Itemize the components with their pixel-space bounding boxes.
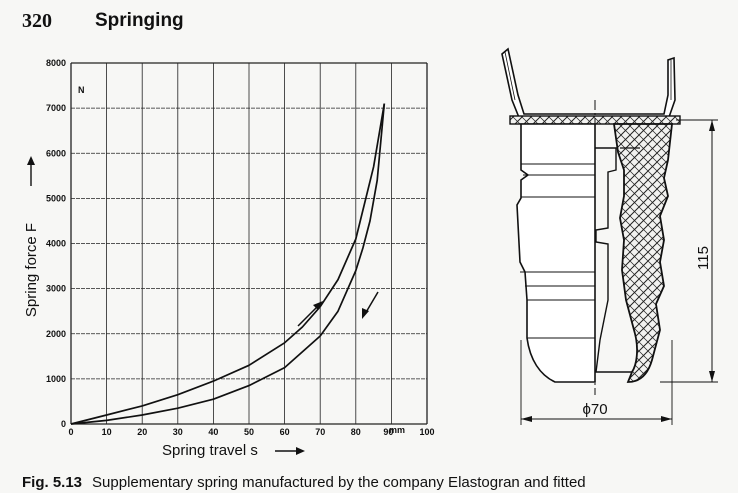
x-tick-label: 20: [137, 427, 147, 437]
page-number: 320: [22, 10, 52, 32]
loading-direction-arrow: [297, 301, 323, 327]
y-unit-label: N: [78, 85, 85, 95]
unloading-direction-arrow: [362, 291, 379, 319]
y-axis-label: Spring force F: [23, 223, 40, 317]
y-tick-label: 1000: [46, 374, 66, 384]
x-axis-label: Spring travel s: [162, 442, 258, 459]
diameter-dimension-label: ϕ70: [582, 401, 607, 418]
x-tick-label: 10: [102, 427, 112, 437]
y-tick-label: 4000: [46, 239, 66, 249]
x-tick-label: 30: [173, 427, 183, 437]
x-tick-label: 80: [351, 427, 361, 437]
y-tick-label: 8000: [46, 58, 66, 68]
caption-text: Supplementary spring manufactured by the…: [92, 474, 586, 491]
x-unit-label: mm: [389, 425, 405, 435]
hatched-section: [612, 123, 674, 383]
x-tick-label: 100: [419, 427, 434, 437]
y-tick-label: 5000: [46, 193, 66, 203]
loading-curve: [70, 103, 386, 425]
figure-label: Fig. 5.13: [22, 474, 83, 491]
spring-cross-section-drawing: 115 ϕ70: [501, 47, 718, 425]
inner-bore: [595, 147, 632, 373]
section-title: Springing: [95, 10, 184, 31]
y-tick-label: 2000: [46, 329, 66, 339]
x-tick-label: 0: [68, 427, 73, 437]
unloading-curve: [70, 103, 386, 425]
x-tick-label: 70: [315, 427, 325, 437]
spring-body-exterior: [516, 123, 596, 383]
x-tick-label: 40: [208, 427, 218, 437]
force-travel-chart: 0 10 20 30 40 50 60 70 80 10001000200030004000500…: [23, 58, 435, 459]
mounting-bracket: [501, 47, 676, 121]
y-tick-label: 0: [61, 419, 66, 429]
x-tick-label: 60: [280, 427, 290, 437]
y-axis-arrowhead: [27, 156, 35, 165]
x-axis-arrowhead: [296, 447, 305, 455]
y-tick-label: 6000: [46, 148, 66, 158]
figure-caption: Fig. 5.13 Supplementary spring manufactur…: [22, 474, 738, 491]
y-tick-label: 3000: [46, 284, 66, 294]
y-tick-label: 7000: [46, 103, 66, 113]
x-tick-label: 90: [383, 427, 393, 437]
height-dimension-label: 115: [695, 246, 712, 270]
x-tick-label: 50: [244, 427, 254, 437]
